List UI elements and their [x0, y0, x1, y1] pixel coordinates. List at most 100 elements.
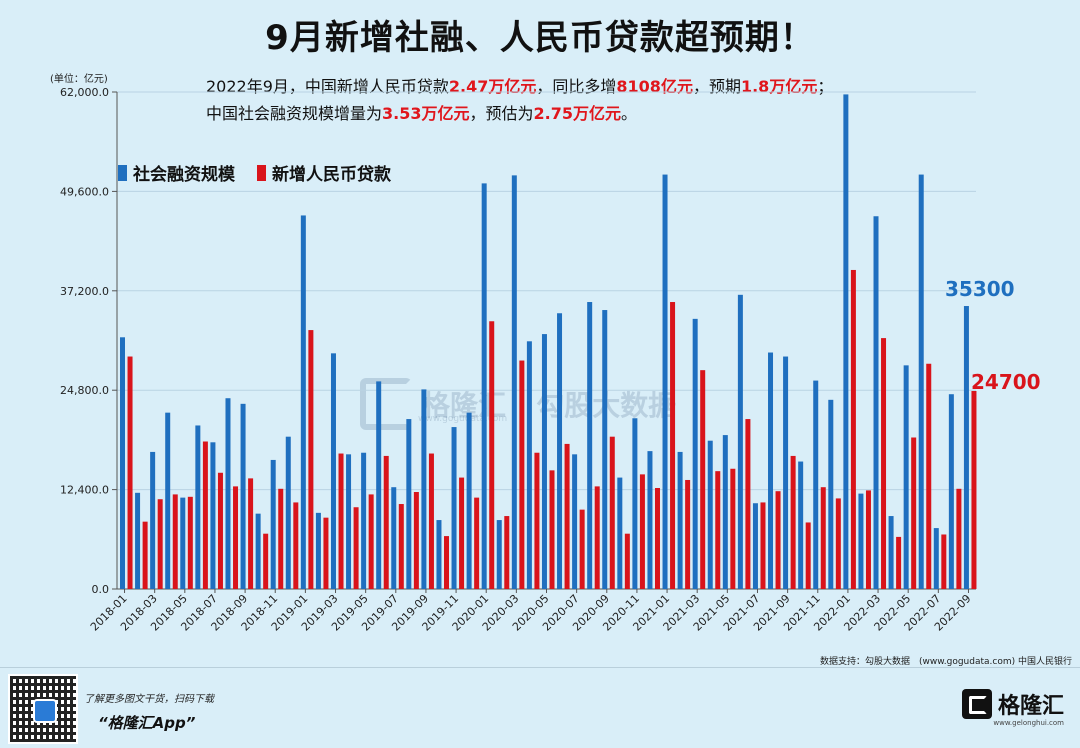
bar-loans	[881, 338, 887, 589]
bar-tsf	[903, 365, 909, 589]
bar-tsf	[451, 427, 457, 589]
bar-tsf	[662, 174, 668, 589]
bar-tsf	[813, 380, 819, 589]
bar-tsf	[120, 337, 125, 589]
bar-tsf	[722, 435, 728, 589]
bar-tsf	[421, 389, 427, 589]
bar-tsf	[692, 318, 698, 589]
bar-loans	[911, 437, 917, 589]
y-tick-label: 0.0	[92, 583, 110, 596]
footer-text: 了解更多图文干货，扫码下载	[84, 694, 214, 705]
bar-tsf	[587, 302, 593, 589]
bar-loans	[278, 488, 284, 589]
bar-loans	[383, 455, 389, 589]
bar-tsf	[391, 487, 397, 589]
bar-loans	[775, 491, 781, 589]
qr-logo-icon	[33, 699, 57, 723]
sub2-segment-3: 2.75万亿元	[533, 104, 621, 123]
bar-tsf	[948, 394, 954, 589]
bar-loans	[534, 452, 540, 589]
bar-loans	[760, 502, 766, 589]
brand-logo-icon	[961, 689, 992, 719]
bar-tsf	[285, 436, 291, 589]
subtitle-line-2: 中国社会融资规模增量为3.53万亿元，预估为2.75万亿元。	[206, 100, 833, 127]
bar-loans	[444, 536, 450, 589]
bar-loans	[654, 488, 660, 589]
bar-loans	[790, 455, 796, 589]
bar-tsf	[240, 403, 246, 589]
sub1-segment-2: ，同比多增	[536, 77, 617, 96]
bar-loans	[127, 356, 133, 589]
bar-loans	[609, 436, 615, 589]
y-tick-label: 37,200.0	[60, 285, 109, 298]
qr-code-icon[interactable]	[8, 674, 78, 744]
bar-tsf	[873, 216, 879, 589]
bar-loans	[202, 441, 208, 589]
legend-label-loans: 新增人民币贷款	[272, 165, 391, 185]
bar-loans	[805, 522, 811, 589]
bar-tsf	[557, 313, 563, 589]
bar-loans	[323, 517, 329, 589]
bar-loans	[730, 468, 736, 589]
bar-loans	[971, 391, 977, 589]
bar-tsf	[933, 528, 939, 589]
y-tick-label: 62,000.0	[60, 86, 109, 99]
page-title: 9月新增社融、人民币贷款超预期！	[265, 18, 815, 58]
y-tick-label: 24,800.0	[60, 384, 109, 397]
bar-tsf	[466, 412, 472, 589]
bar-loans	[835, 498, 841, 589]
sub2-segment-1: 3.53万亿元	[382, 104, 470, 123]
bar-loans	[459, 477, 465, 589]
bar-loans	[489, 321, 495, 589]
bar-loans	[639, 474, 645, 589]
sub1-segment-3: 8108亿元	[616, 77, 693, 96]
bar-tsf	[798, 461, 804, 589]
bar-tsf	[602, 310, 608, 589]
bar-tsf	[150, 451, 156, 589]
bar-tsf	[165, 412, 171, 589]
bar-loans	[217, 472, 223, 589]
bar-tsf	[918, 174, 924, 589]
bar-tsf	[783, 356, 789, 589]
footer-divider	[0, 667, 1080, 668]
sub2-segment-0: 中国社会融资规模增量为	[206, 104, 383, 123]
data-source: 数据支持：勾股大数据 (www.gogudata.com) 中国人民银行	[820, 657, 1072, 667]
bar-tsf	[346, 454, 352, 589]
bar-loans	[850, 269, 856, 589]
bar-loans	[685, 479, 691, 589]
sub1-segment-0: 2022年9月，中国新增人民币贷款	[206, 77, 449, 96]
bar-tsf	[617, 477, 623, 589]
sub1-segment-6: ；	[817, 77, 834, 96]
bar-tsf	[858, 493, 864, 589]
bar-tsf	[195, 425, 201, 589]
bar-loans	[820, 487, 826, 589]
bar-loans	[413, 492, 419, 589]
annotation-label: 24700	[971, 370, 1041, 394]
subtitle-line-1: 2022年9月，中国新增人民币贷款2.47万亿元，同比多增8108亿元，预期1.…	[206, 73, 833, 100]
bar-loans	[715, 471, 721, 589]
bar-loans	[428, 453, 434, 589]
bar-tsf	[888, 516, 894, 589]
bar-loans	[941, 534, 947, 589]
bar-tsf	[300, 215, 306, 589]
bar-loans	[956, 488, 962, 589]
bar-loans	[172, 494, 178, 589]
bar-loans	[398, 504, 404, 589]
brand-name: 格隆汇	[997, 694, 1064, 719]
legend-swatch-tsf	[118, 164, 127, 181]
bar-loans	[594, 486, 600, 589]
bar-loans	[624, 533, 630, 589]
bar-tsf	[572, 454, 578, 589]
bar-loans	[353, 507, 359, 589]
bar-loans	[700, 370, 706, 589]
bar-tsf	[737, 294, 743, 589]
footer-app-name: “格隆汇App”	[98, 714, 196, 732]
y-tick-label: 49,600.0	[60, 185, 109, 198]
bar-loans	[564, 443, 570, 589]
brand-logo[interactable]: 格隆汇 www.gelonghui.com	[961, 688, 1064, 727]
bar-tsf	[768, 352, 774, 589]
bar-loans	[504, 516, 510, 589]
bar-loans	[745, 419, 751, 589]
bar-tsf	[707, 440, 713, 589]
sub1-segment-5: 1.8万亿元	[740, 77, 818, 96]
